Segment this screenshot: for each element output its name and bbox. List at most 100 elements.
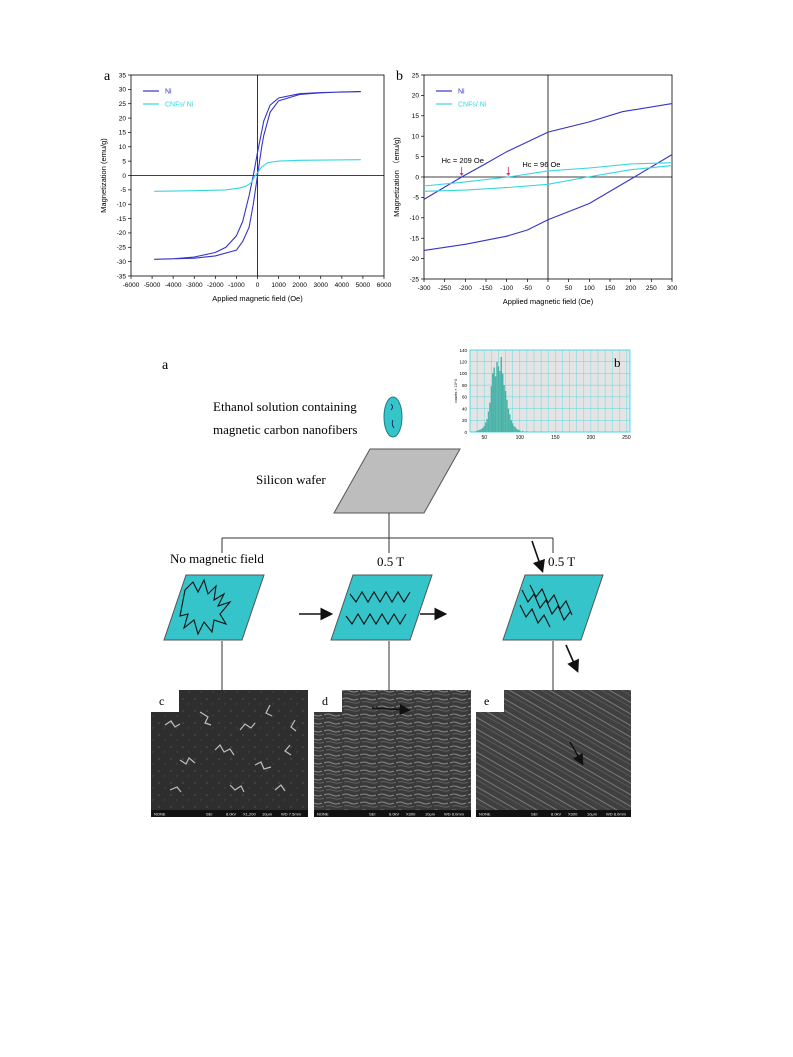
- silicon-wafer: [333, 448, 461, 514]
- hc-marker-arrowhead-icon: [506, 173, 511, 176]
- substrate-aligned-horizontal: [330, 574, 433, 641]
- x-tick-label: 300: [667, 285, 678, 292]
- wafer-label: Silicon wafer: [256, 472, 326, 487]
- y-tick-label: 30: [119, 87, 127, 94]
- x-tick-label: 3000: [314, 282, 329, 289]
- y-tick-label: 25: [412, 72, 420, 79]
- histogram-y-tick: 20: [462, 418, 468, 423]
- hysteresis-figure: a -6000 -5000 -4000 -3000 -2000 -1000 0 1000 200…: [99, 69, 678, 306]
- histogram-bar: [517, 429, 520, 432]
- y-tick-label: 10: [412, 134, 420, 141]
- sem-c-footer-voltage: 8.0kV: [226, 812, 237, 817]
- x-tick-label: -250: [438, 285, 451, 292]
- sem-image-d: d NONE SEI 8.0kV X300 10μm WD 8.0mm: [314, 690, 471, 817]
- series-line: [154, 159, 361, 192]
- histogram-bar: [500, 357, 502, 432]
- hc-marker-arrowhead-icon: [459, 173, 464, 176]
- x-tick-label: 4000: [335, 282, 350, 289]
- legend-label: Ni: [165, 89, 172, 96]
- diagonal-field-arrow-out-icon: [565, 644, 579, 673]
- histogram-bar: [493, 367, 495, 432]
- histogram-bar: [526, 431, 528, 432]
- y-axis-label: Magnetization (emu/g): [99, 138, 108, 213]
- histogram-bar: [502, 373, 504, 432]
- x-tick-label: -6000: [123, 282, 140, 289]
- x-tick-label: -4000: [165, 282, 182, 289]
- y-tick-label: -20: [410, 256, 420, 263]
- x-tick-label: -200: [459, 285, 472, 292]
- x-tick-label: 50: [565, 285, 573, 292]
- histogram-y-tick: 40: [462, 406, 468, 411]
- histogram-x-tick: 250: [622, 435, 631, 441]
- histogram-y-tick: 100: [459, 371, 467, 376]
- y-tick-label: 0: [122, 173, 126, 180]
- histogram-bar: [482, 427, 484, 432]
- histogram-y-tick: 0: [464, 430, 467, 435]
- histogram-y-tick: 80: [462, 383, 468, 388]
- x-tick-label: -100: [500, 285, 513, 292]
- histogram-bar: [489, 402, 491, 432]
- histogram-bar: [507, 408, 510, 432]
- histogram-bar: [483, 426, 485, 432]
- series-line: [154, 91, 361, 260]
- sem-e-footer-detector: SEI: [531, 812, 537, 817]
- histogram-bar: [504, 391, 507, 432]
- substrate-random: [163, 574, 265, 641]
- x-tick-label: 0: [546, 285, 550, 292]
- sem-letter-c: c: [159, 694, 164, 708]
- sem-d-footer-detector: SEI: [369, 812, 375, 817]
- sem-c-footer-detector: SEI: [206, 812, 212, 817]
- hc-annotation: Hc = 209 Oe: [442, 156, 484, 165]
- y-tick-label: 15: [119, 130, 127, 137]
- histogram-y-tick: 140: [459, 348, 467, 353]
- y-tick-label: 15: [412, 113, 420, 120]
- y-tick-label: -25: [117, 245, 127, 252]
- legend-label: Ni: [458, 89, 465, 96]
- histogram-bar: [487, 411, 490, 432]
- series-line: [423, 154, 673, 251]
- x-tick-label: 200: [625, 285, 636, 292]
- y-tick-label: 0: [415, 174, 419, 181]
- histogram-bar: [479, 429, 481, 432]
- hc-annotation: Hc = 96 Oe: [522, 160, 560, 169]
- x-axis-label: Applied magnetic field (Oe): [503, 297, 594, 306]
- sem-d-footer-scale: 10μm: [425, 812, 436, 817]
- histogram-bar: [503, 385, 505, 432]
- branch-label-no-field: No magnetic field: [170, 551, 264, 566]
- y-tick-label: 35: [119, 72, 127, 79]
- diagonal-field-arrow-in-icon: [531, 540, 545, 574]
- sem-c-footer-mode: NONE: [154, 812, 166, 817]
- series-line: [423, 165, 673, 192]
- branch-label-field-2: 0.5 T: [548, 554, 575, 569]
- y-tick-label: -10: [117, 202, 127, 209]
- histogram-bar: [480, 429, 483, 432]
- sem-c-footer-scale: 10μm: [262, 812, 273, 817]
- x-tick-label: -300: [417, 285, 430, 292]
- histogram-x-tick: 50: [481, 435, 487, 441]
- ethanol-droplet-icon: [383, 396, 403, 438]
- histogram-y-tick: 60: [462, 395, 468, 400]
- solution-label-line1: Ethanol solution containing: [213, 399, 357, 414]
- y-tick-label: -35: [117, 273, 127, 280]
- histogram-x-tick: 100: [516, 435, 525, 441]
- panel-a-letter-2: a: [162, 358, 169, 373]
- histogram-y-tick: 120: [459, 360, 467, 365]
- histogram-bar: [477, 430, 480, 432]
- histogram-y-label: counts × 10^3: [454, 379, 458, 403]
- histogram-bar: [496, 361, 498, 432]
- x-tick-label: -2000: [207, 282, 224, 289]
- histogram-bar: [486, 419, 488, 432]
- y-tick-label: -30: [117, 259, 127, 266]
- histogram-bar: [516, 429, 518, 432]
- sem-c-footer-mag: X1,200: [243, 812, 256, 817]
- sem-d-footer-voltage: 8.0kV: [389, 812, 400, 817]
- sem-e-footer-scale: 10μm: [587, 812, 598, 817]
- panel-a-letter: a: [104, 69, 111, 84]
- histogram-x-tick: 200: [587, 435, 596, 441]
- histogram-bar: [474, 431, 477, 432]
- branch-label-field-1: 0.5 T: [377, 554, 404, 569]
- solution-label-line2: magnetic carbon nanofibers: [213, 422, 357, 437]
- histogram-inset: 0 20 40 60 80 100 120 140 50 100 150 200 250 counts ×…: [454, 348, 631, 441]
- sem-d-footer-mag: X300: [406, 812, 416, 817]
